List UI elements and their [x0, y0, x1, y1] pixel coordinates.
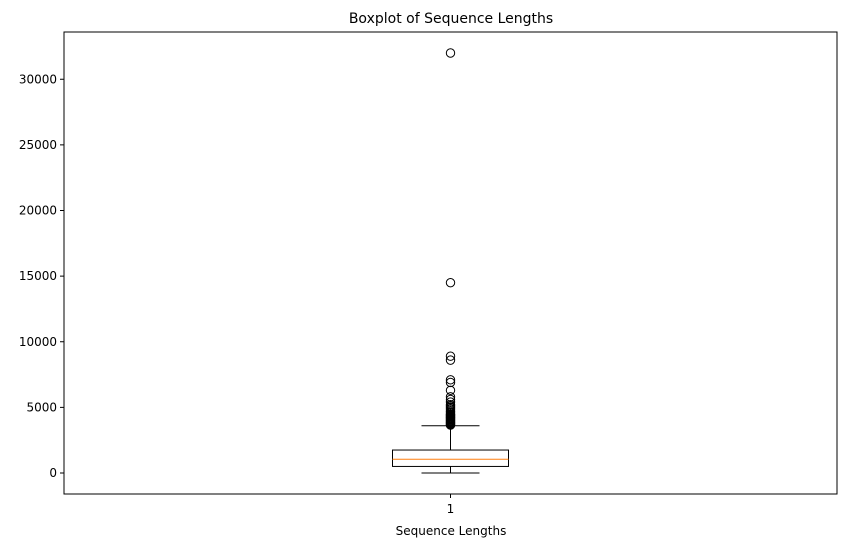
outlier-point: [445, 48, 456, 58]
y-axis: 0 5000 10000 15000 20000 25000 30000: [19, 72, 64, 480]
y-tick-label: 15000: [19, 269, 57, 283]
outlier-point: [445, 355, 456, 365]
outlier-point: [445, 385, 456, 396]
x-axis: 1: [447, 494, 455, 516]
chart-title: Boxplot of Sequence Lengths: [349, 11, 553, 27]
x-tick-label: 1: [447, 502, 455, 516]
outlier-point: [445, 394, 456, 405]
y-tick-label: 10000: [19, 335, 57, 349]
y-tick-label: 5000: [26, 400, 57, 414]
y-tick-label: 20000: [19, 204, 57, 218]
outlier-point: [445, 400, 456, 410]
outlier-point: [445, 377, 456, 388]
box-1: [392, 48, 509, 474]
outlier-point: [445, 277, 456, 288]
outlier-point: [445, 392, 456, 402]
y-tick-label: 30000: [19, 72, 57, 86]
outlier-point: [445, 351, 456, 361]
y-tick-label: 25000: [19, 138, 57, 152]
outlier-point: [445, 375, 456, 385]
box-group: [392, 48, 509, 474]
x-axis-label: Sequence Lengths: [396, 524, 507, 538]
outlier-point: [445, 397, 456, 407]
y-tick-label: 0: [49, 466, 57, 480]
iqr-box: [392, 449, 509, 467]
